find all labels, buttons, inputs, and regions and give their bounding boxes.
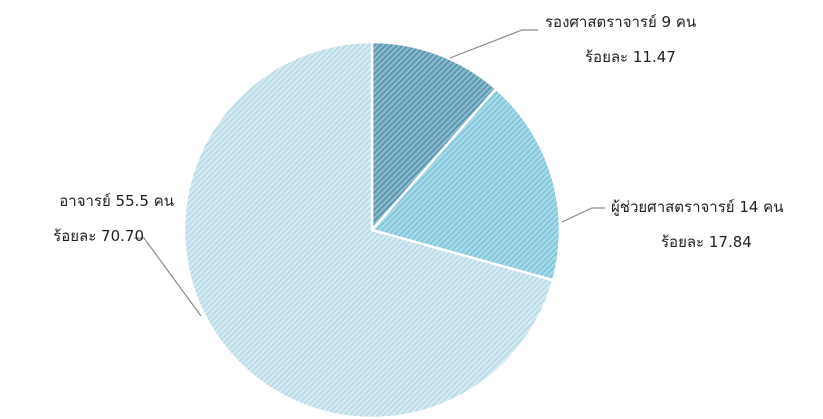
slice-label-assistant-professor-line2: ร้อยละ 17.84 <box>661 233 752 251</box>
leader-assistant-professor <box>561 207 605 223</box>
slice-label-lecturer-line1: อาจารย์ 55.5 คน <box>59 192 174 210</box>
slice-labels: รองศาสตราจารย์ 9 คน ร้อยละ 11.47 ผู้ช่วย… <box>53 13 783 251</box>
slice-label-assistant-professor-line1: ผู้ช่วยศาสตราจารย์ 14 คน <box>611 198 783 216</box>
leader-lecturer <box>134 237 202 317</box>
slice-label-associate-professor-line1: รองศาสตราจารย์ 9 คน <box>545 13 696 31</box>
leader-lines <box>134 29 605 317</box>
pie-slices <box>182 40 562 419</box>
slice-assistant-professor <box>369 86 562 282</box>
slice-label-associate-professor-line2: ร้อยละ 11.47 <box>585 48 676 66</box>
slice-lecturer <box>182 40 555 419</box>
leader-associate-professor <box>449 29 538 59</box>
slice-label-lecturer-line2: ร้อยละ 70.70 <box>53 227 144 245</box>
slice-associate-professor <box>370 40 498 234</box>
